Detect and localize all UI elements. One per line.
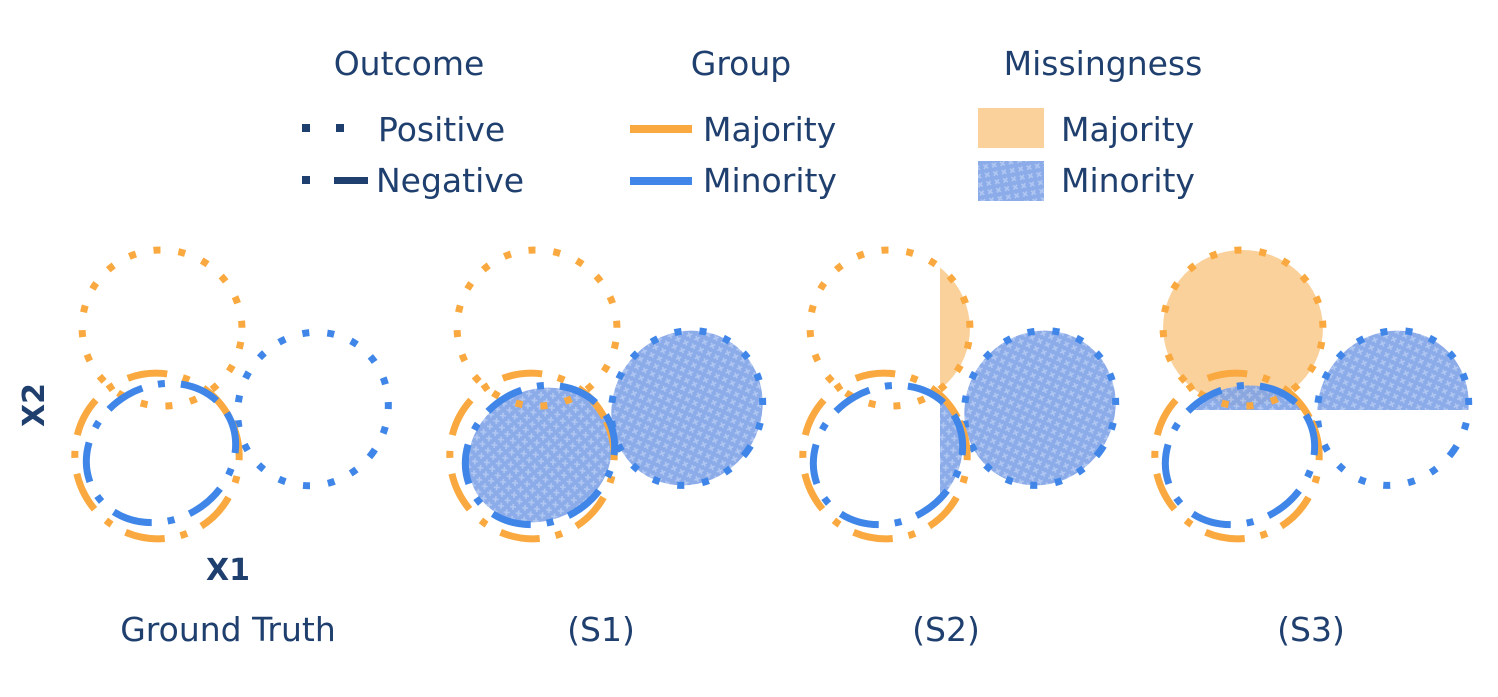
legend-missing-majority-swatch <box>978 108 1044 148</box>
caption-s1: (S1) <box>567 610 635 649</box>
legend-positive-label: Positive <box>378 110 505 149</box>
legend-missing-minority-label: Minority <box>1061 161 1195 200</box>
s3-minority-positive-missing-fill <box>1317 330 1469 410</box>
s1-minority-negative-ellipse <box>461 381 619 529</box>
s3-minority-negative-ellipse <box>1161 381 1319 529</box>
caption-s2: (S2) <box>912 610 980 649</box>
panel-ground-truth: X2 X1 Ground Truth <box>17 246 392 649</box>
s2-minority-negative-ellipse <box>809 381 967 529</box>
panel-s3: (S3) <box>1151 246 1473 649</box>
gt-majority-positive-ellipse <box>78 246 246 410</box>
s1-minority-negative-missing-fill <box>468 387 612 523</box>
legend-missing-minority-swatch <box>978 161 1044 201</box>
legend-missingness-title: Missingness <box>1004 44 1203 83</box>
gt-minority-positive-ellipse <box>234 328 392 490</box>
legend: Outcome Group Missingness Positive Negat… <box>302 44 1202 201</box>
s3-majority-positive-missing-fill <box>1163 249 1323 407</box>
panel-s2: (S2) <box>799 246 1120 649</box>
s2-minority-positive-missing-fill <box>964 330 1116 486</box>
s1-minority-positive-missing-fill <box>611 330 763 486</box>
legend-group-title: Group <box>691 44 791 83</box>
legend-outcome-title: Outcome <box>334 44 485 83</box>
s1-majority-positive-ellipse <box>453 246 621 410</box>
s3-minority-positive-ellipse <box>1313 327 1473 489</box>
legend-negative-swatch <box>302 176 368 184</box>
s2-majority-positive-missing-fill <box>940 249 970 407</box>
s2-majority-positive-ellipse <box>806 246 974 410</box>
legend-positive-swatch <box>302 124 344 132</box>
axis-x1-label: X1 <box>206 553 250 588</box>
s2-minority-positive-ellipse <box>960 327 1120 489</box>
legend-missing-majority-label: Majority <box>1061 110 1194 149</box>
legend-group-majority-label: Majority <box>703 110 836 149</box>
gt-minority-negative-ellipse <box>82 379 240 527</box>
caption-s3: (S3) <box>1277 610 1345 649</box>
s1-minority-positive-ellipse <box>607 327 767 489</box>
panel-s1: (S1) <box>446 246 767 649</box>
legend-negative-label: Negative <box>376 161 524 200</box>
caption-ground-truth: Ground Truth <box>120 610 336 649</box>
legend-group-minority-label: Minority <box>703 161 837 200</box>
gt-majority-negative-ellipse <box>71 369 243 543</box>
axis-x2-label: X2 <box>17 383 52 427</box>
